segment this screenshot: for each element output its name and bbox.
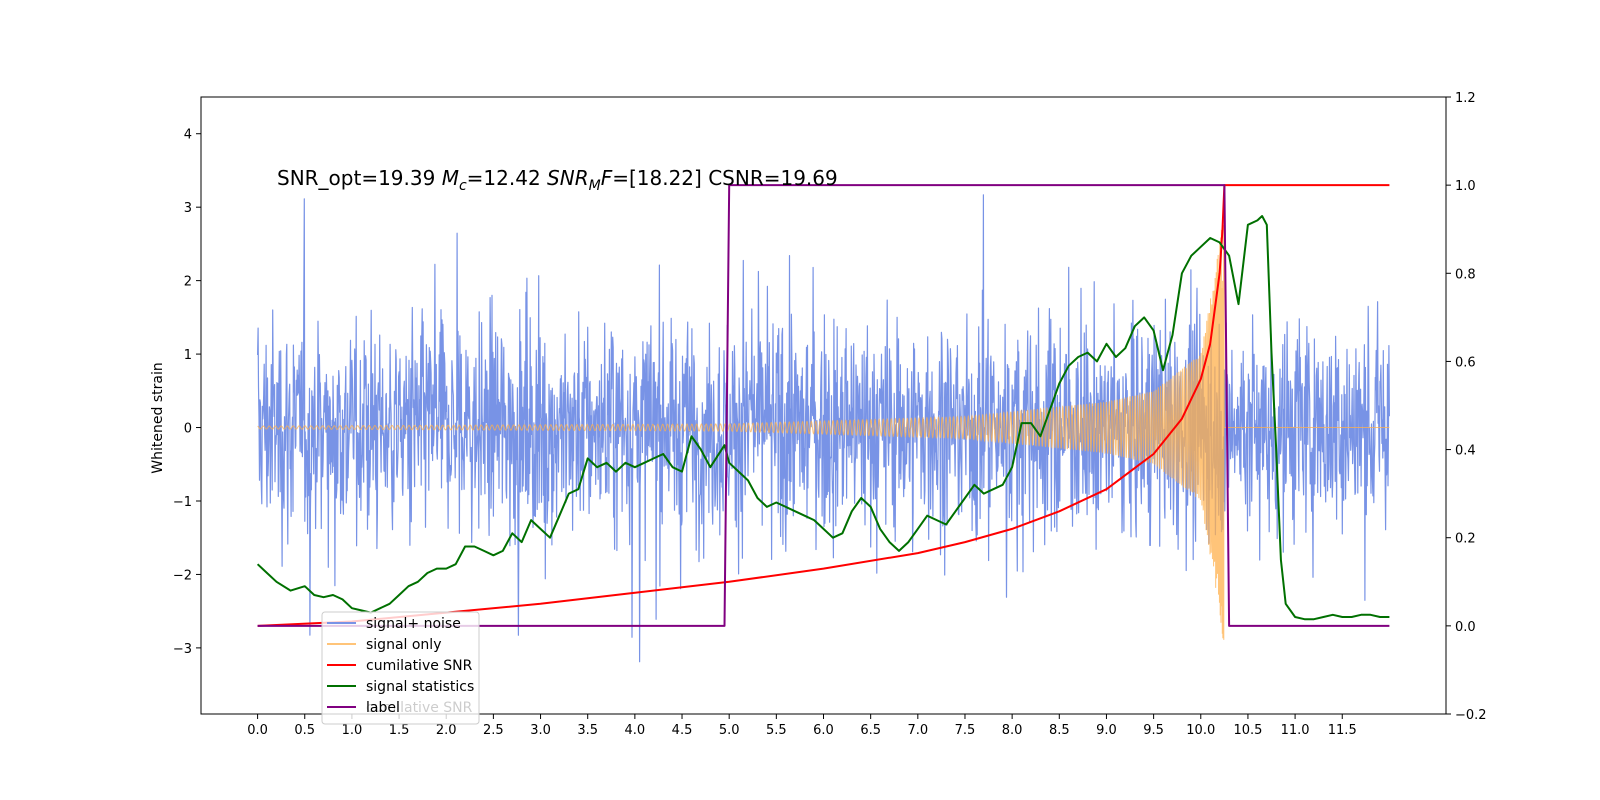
y-tick-label-left: 0 <box>184 422 192 437</box>
legend-box <box>321 611 480 725</box>
series-signal-only <box>257 225 1390 640</box>
x-tick-label: 8.0 <box>1002 723 1023 738</box>
annotation-mc-value: =12.42 <box>467 166 547 190</box>
annotation-snr-symbol: SNR <box>547 166 589 190</box>
y-tick-label-right: −0.2 <box>1455 708 1487 723</box>
y-tick-label-left: −3 <box>173 642 192 657</box>
legend-label: label <box>366 700 400 716</box>
x-tick-label: 2.0 <box>436 723 457 738</box>
x-tick-label: 5.0 <box>719 723 740 738</box>
x-tick-label: 2.5 <box>483 723 504 738</box>
x-tick-label: 11.5 <box>1328 723 1357 738</box>
annotation-snr-opt: SNR_opt=19.39 <box>277 166 442 190</box>
x-tick-label: 9.5 <box>1143 723 1164 738</box>
chart-annotation: SNR_opt=19.39 Mc=12.42 SNRMF=[18.22] CSN… <box>277 166 838 194</box>
x-tick-label: 9.0 <box>1096 723 1117 738</box>
annotation-snr-value: =[18.22] CSNR=19.69 <box>612 166 838 190</box>
x-tick-label: 0.5 <box>294 723 315 738</box>
x-tick-label: 6.5 <box>860 723 881 738</box>
x-tick-label: 10.5 <box>1233 723 1262 738</box>
x-tick-label: 11.0 <box>1281 723 1310 738</box>
legend-label: signal only <box>366 637 441 653</box>
y-tick-label-left: −1 <box>173 495 192 510</box>
plot-area <box>256 184 1390 663</box>
y-axis-label: Whitened strain <box>150 362 166 473</box>
y-tick-label-right: 0.6 <box>1455 355 1476 370</box>
x-tick-label: 8.5 <box>1049 723 1070 738</box>
x-tick-label: 4.5 <box>672 723 693 738</box>
y-tick-label-right: 0.0 <box>1455 620 1476 635</box>
y-tick-label-left: 3 <box>184 201 192 216</box>
x-tick-label: 10.0 <box>1186 723 1215 738</box>
x-tick-label: 1.0 <box>342 723 363 738</box>
y-tick-label-right: 0.4 <box>1455 444 1476 459</box>
annotation-snr-f: F <box>601 166 613 190</box>
annotation-mc-subscript: c <box>459 178 467 194</box>
y-tick-label-right: 0.2 <box>1455 532 1476 547</box>
series-label <box>257 184 1390 627</box>
x-tick-label: 4.0 <box>625 723 646 738</box>
x-tick-label: 6.0 <box>813 723 834 738</box>
legend-ghost-text: cumilative SNR <box>366 700 473 716</box>
x-tick-label: 3.5 <box>577 723 598 738</box>
y-tick-label-right: 0.8 <box>1455 267 1476 282</box>
legend-label: signal+ noise <box>366 616 461 632</box>
y-tick-label-left: −2 <box>173 568 192 583</box>
axes: 0.0 0.5 1.0 1.5 2.0 2.5 3.0 3.5 4.0 4.5 5.0 5.5 6.0 6… <box>173 91 1487 738</box>
legend-label: signal statistics <box>366 679 474 695</box>
annotation-snr-subscript: M <box>589 178 601 194</box>
y-tick-label-right: 1.0 <box>1455 179 1476 194</box>
y-tick-label-right: 1.2 <box>1455 91 1476 106</box>
x-tick-label: 7.5 <box>955 723 976 738</box>
x-tick-label: 3.0 <box>530 723 551 738</box>
x-tick-label: 1.5 <box>389 723 410 738</box>
series-cumulative-snr <box>257 184 1390 627</box>
x-tick-label: 7.0 <box>907 723 928 738</box>
x-tick-label: 5.5 <box>766 723 787 738</box>
legend: cumilative SNR signal+ noise signal only cu… <box>321 611 480 725</box>
y-tick-label-left: 4 <box>184 128 192 143</box>
annotation-mc-symbol: M <box>442 166 459 190</box>
y-tick-label-left: 1 <box>184 348 192 363</box>
legend-label: cumilative SNR <box>366 658 473 674</box>
x-tick-label: 0.0 <box>247 723 268 738</box>
y-tick-label-left: 2 <box>184 275 192 290</box>
